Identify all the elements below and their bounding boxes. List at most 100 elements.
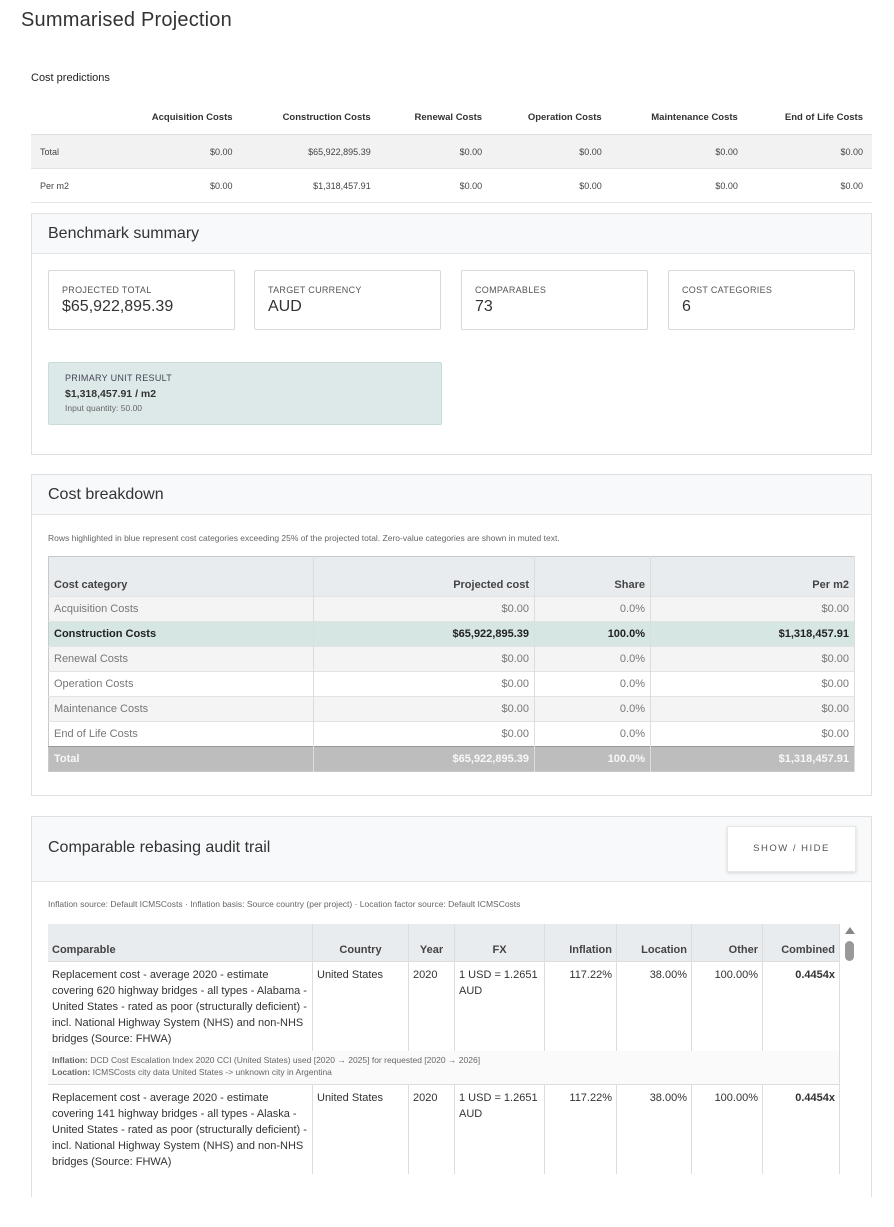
column-header: Inflation	[544, 924, 617, 962]
cell: $65,922,895.39	[313, 621, 535, 647]
cell: 38.00%	[616, 1084, 692, 1174]
panel-header: Cost breakdown	[32, 475, 871, 515]
panel-header: Benchmark summary	[32, 214, 871, 254]
stat-value: AUD	[268, 298, 302, 315]
panel-title: Benchmark summary	[48, 225, 200, 242]
cell: $0.00	[313, 596, 535, 622]
comparable-name: Replacement cost - average 2020 - estima…	[48, 1084, 313, 1174]
cell: 0.0%	[534, 696, 651, 722]
cell: $0.00	[610, 168, 747, 203]
column-header: Comparable	[48, 924, 313, 962]
stat-label: COMPARABLES	[475, 285, 547, 295]
table-scrollbar[interactable]	[844, 927, 855, 1227]
audit-trail-table: Comparable Country Year FX Inflation Loc…	[48, 924, 840, 1174]
cell: 100.00%	[691, 961, 763, 1051]
cell: 1 USD = 1.2651 AUD	[454, 1084, 545, 1174]
cell: 2020	[408, 1084, 455, 1174]
panel-title: Comparable rebasing audit trail	[48, 839, 271, 856]
cell: United States	[312, 1084, 409, 1174]
cell: $1,318,457.91	[650, 746, 855, 772]
cell: 0.4454x	[762, 1084, 840, 1174]
column-header: Construction Costs	[241, 100, 380, 135]
cell: $0.00	[491, 134, 611, 169]
cell: $0.00	[313, 646, 535, 672]
cell: $0.00	[650, 671, 855, 697]
cell: 1 USD = 1.2651 AUD	[454, 961, 545, 1051]
cell: $0.00	[610, 134, 747, 169]
column-header	[31, 100, 113, 135]
table-row: End of Life Costs $0.00 0.0% $0.00	[48, 721, 855, 747]
stat-label: PROJECTED TOTAL	[62, 285, 152, 295]
cost-predictions-table: Acquisition Costs Construction Costs Ren…	[31, 100, 872, 203]
audit-detail-row: Inflation: DCD Cost Escalation Index 202…	[48, 1051, 840, 1085]
column-header: Maintenance Costs	[610, 100, 747, 135]
inflation-detail: Inflation: DCD Cost Escalation Index 202…	[52, 1054, 835, 1066]
cost-breakdown-panel: Cost breakdown Rows highlighted in blue …	[31, 474, 872, 796]
table-total-row: Total $65,922,895.39 100.0% $1,318,457.9…	[48, 746, 855, 772]
table-header-row: Cost category Projected cost Share Per m…	[48, 556, 855, 597]
audit-source-note: Inflation source: Default ICMSCosts · In…	[48, 899, 521, 909]
location-detail: Location: ICMSCosts city data United Sta…	[52, 1066, 835, 1078]
column-header: Combined	[762, 924, 840, 962]
cell: 117.22%	[544, 1084, 617, 1174]
primary-unit-value: $1,318,457.91 / m2	[65, 388, 157, 400]
cell: 100.0%	[534, 746, 651, 772]
stat-target-currency: TARGET CURRENCY AUD	[254, 270, 441, 330]
row-label: Total	[31, 134, 113, 169]
cell: $1,318,457.91	[241, 168, 380, 203]
stat-cost-categories: COST CATEGORIES 6	[668, 270, 855, 330]
input-quantity: Input quantity: 50.00	[65, 403, 143, 413]
column-header: Cost category	[48, 556, 314, 597]
cell: $0.00	[113, 134, 242, 169]
table-row: Per m2 $0.00 $1,318,457.91 $0.00 $0.00 $…	[31, 168, 872, 203]
show-hide-button[interactable]: SHOW / HIDE	[727, 826, 856, 872]
stat-label: TARGET CURRENCY	[268, 285, 362, 295]
cell: Maintenance Costs	[48, 696, 314, 722]
cell: Operation Costs	[48, 671, 314, 697]
cell: $0.00	[491, 168, 611, 203]
table-row: Maintenance Costs $0.00 0.0% $0.00	[48, 696, 855, 722]
comparable-name: Replacement cost - average 2020 - estima…	[48, 961, 313, 1051]
cell: $0.00	[313, 696, 535, 722]
table-row: Renewal Costs $0.00 0.0% $0.00	[48, 646, 855, 672]
stat-value: $65,922,895.39	[62, 298, 174, 315]
cell: Acquisition Costs	[48, 596, 314, 622]
cell: 2020	[408, 961, 455, 1051]
scrollbar-thumb[interactable]	[845, 941, 854, 961]
cell: 0.0%	[534, 646, 651, 672]
cell: $0.00	[650, 721, 855, 747]
stat-value: 6	[682, 298, 691, 315]
cell: $0.00	[379, 134, 492, 169]
table-row-highlighted: Construction Costs $65,922,895.39 100.0%…	[48, 621, 855, 647]
cell: United States	[312, 961, 409, 1051]
cell: 0.0%	[534, 671, 651, 697]
cell: $0.00	[650, 696, 855, 722]
inflation-label: Inflation:	[52, 1055, 88, 1065]
location-text: ICMSCosts city data United States -> unk…	[90, 1067, 332, 1077]
inflation-text: DCD Cost Escalation Index 2020 CCI (Unit…	[87, 1055, 481, 1065]
breakdown-note: Rows highlighted in blue represent cost …	[48, 533, 560, 543]
cell: $65,922,895.39	[241, 134, 380, 169]
stat-value: 73	[475, 298, 493, 315]
primary-unit-result: PRIMARY UNIT RESULT $1,318,457.91 / m2 I…	[48, 362, 442, 425]
scroll-up-arrow-icon[interactable]	[845, 927, 855, 934]
cell: $1,318,457.91	[650, 621, 855, 647]
table-header-row: Acquisition Costs Construction Costs Ren…	[31, 100, 872, 135]
page-title: Summarised Projection	[21, 9, 232, 31]
column-header: Country	[312, 924, 409, 962]
cell: 117.22%	[544, 961, 617, 1051]
table-row: Replacement cost - average 2020 - estima…	[48, 1084, 840, 1174]
stat-projected-total: PROJECTED TOTAL $65,922,895.39	[48, 270, 235, 330]
cell: 0.0%	[534, 596, 651, 622]
column-header: Operation Costs	[491, 100, 611, 135]
table-row: Operation Costs $0.00 0.0% $0.00	[48, 671, 855, 697]
cell: 38.00%	[616, 961, 692, 1051]
audit-detail: Inflation: DCD Cost Escalation Index 202…	[48, 1051, 840, 1085]
column-header: End of Life Costs	[746, 100, 872, 135]
cell: 100.0%	[534, 621, 651, 647]
column-header: FX	[454, 924, 545, 962]
column-header: Year	[408, 924, 455, 962]
stat-comparables: COMPARABLES 73	[461, 270, 648, 330]
table-row: Acquisition Costs $0.00 0.0% $0.00	[48, 596, 855, 622]
column-header: Acquisition Costs	[113, 100, 242, 135]
